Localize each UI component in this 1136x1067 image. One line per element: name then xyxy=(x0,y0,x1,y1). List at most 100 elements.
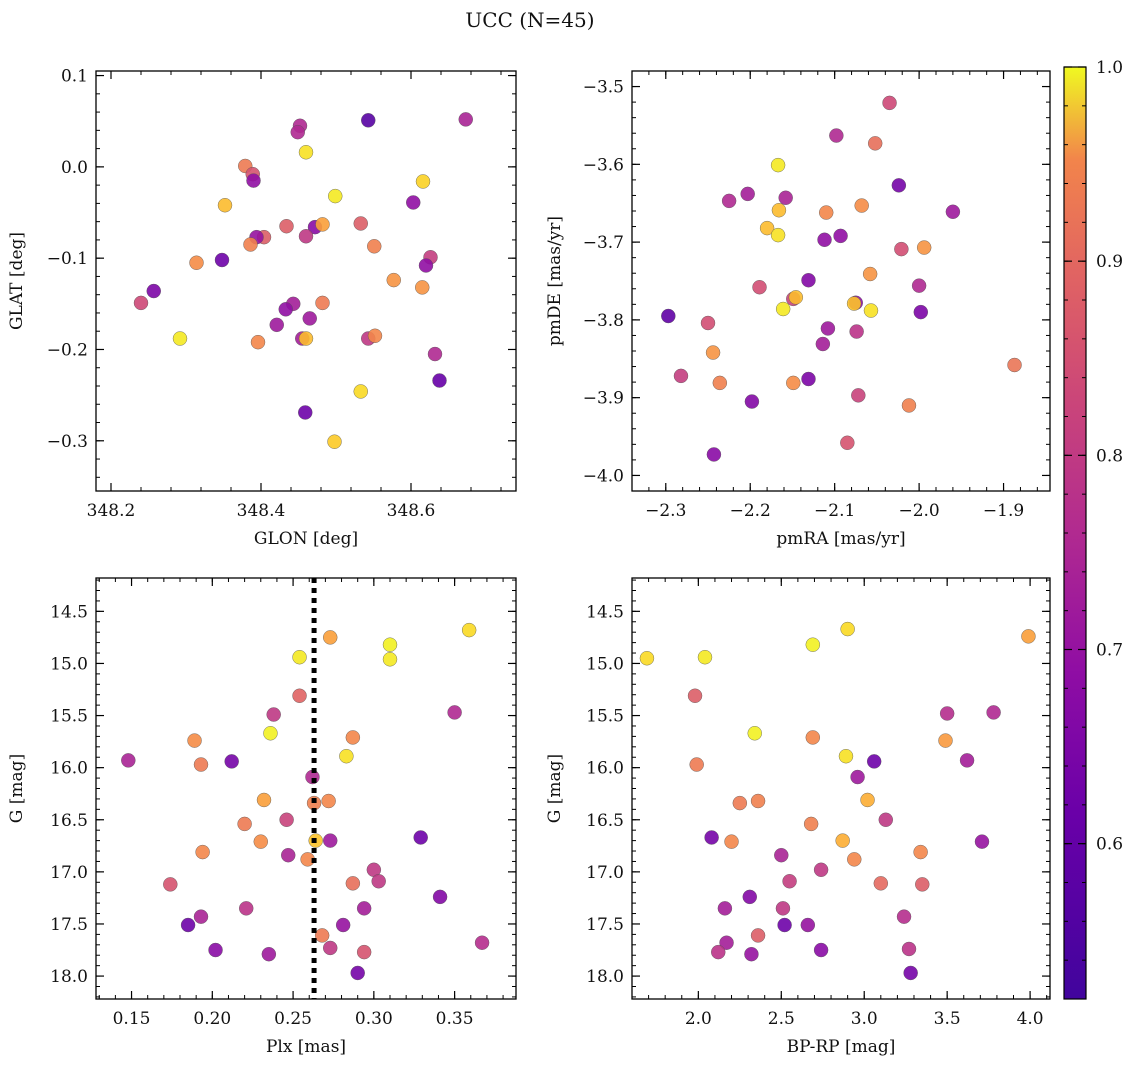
data-point xyxy=(356,901,372,916)
y-tick-label: −3.5 xyxy=(583,78,624,98)
data-point xyxy=(382,637,398,652)
panels: 348.2 348.4 348.6 0.1 0.0 −0.1 −0.2 −0.3 GLON [d… xyxy=(7,67,1051,1057)
data-point xyxy=(458,112,473,127)
data-point xyxy=(432,373,447,388)
data-point xyxy=(882,95,897,111)
data-point xyxy=(939,706,955,721)
data-point xyxy=(263,726,278,741)
data-point xyxy=(302,311,317,326)
x-axis-label: GLON [deg] xyxy=(254,529,358,549)
y-tick-label: 0.0 xyxy=(61,158,88,178)
data-point xyxy=(759,220,775,236)
data-point xyxy=(959,753,975,768)
data-point xyxy=(750,928,766,943)
data-point xyxy=(279,219,294,234)
data-point xyxy=(386,272,401,288)
x-tick-label: −2.2 xyxy=(730,501,771,521)
scatter-points xyxy=(133,112,473,449)
data-point xyxy=(187,733,202,748)
data-point xyxy=(661,308,676,324)
data-point xyxy=(269,317,284,333)
data-point xyxy=(803,816,819,832)
y-tick-label: 17.5 xyxy=(50,915,88,935)
x-tick-label: 348.6 xyxy=(387,501,436,521)
data-point xyxy=(687,688,703,703)
data-point xyxy=(774,847,789,863)
x-tick-label: 0.25 xyxy=(274,1009,312,1029)
y-tick-label: −0.1 xyxy=(47,249,88,269)
data-point xyxy=(328,188,343,204)
data-point xyxy=(315,295,330,311)
data-point xyxy=(850,769,865,785)
data-point xyxy=(750,793,766,809)
data-point xyxy=(986,705,1001,720)
minor-ticks xyxy=(631,578,1050,999)
data-point xyxy=(427,346,443,362)
data-point xyxy=(894,241,909,257)
scatter-points xyxy=(661,95,1022,462)
data-point xyxy=(697,649,713,665)
data-point xyxy=(180,917,196,933)
data-point xyxy=(847,852,862,867)
data-point xyxy=(639,651,655,666)
data-point xyxy=(744,946,759,962)
colorbar-tick-label: 0.9 xyxy=(1096,252,1123,272)
data-point xyxy=(323,630,338,645)
data-point xyxy=(266,707,281,722)
panel-pmra-pmde: −2.3 −2.2 −2.1 −2.0 −1.9 −3.5 −3.6 −3.7 −3.8 −3.9… xyxy=(545,70,1051,549)
data-point xyxy=(292,688,307,703)
x-axis-label: pmRA [mas/yr] xyxy=(776,529,905,549)
data-point xyxy=(1021,629,1036,644)
data-point xyxy=(873,876,889,891)
data-point xyxy=(193,757,209,772)
data-point xyxy=(771,203,787,218)
y-tick-label: 16.5 xyxy=(50,811,88,831)
data-point xyxy=(938,733,953,748)
data-point xyxy=(901,941,917,957)
data-point xyxy=(896,909,912,924)
axes-frame xyxy=(95,577,517,1000)
data-point xyxy=(901,398,917,413)
y-tick-label: 18.0 xyxy=(586,967,624,987)
x-tick-label: 348.2 xyxy=(87,501,136,521)
data-point xyxy=(747,726,762,741)
data-point xyxy=(913,844,928,860)
data-point xyxy=(854,198,869,213)
data-point xyxy=(146,283,161,299)
data-point xyxy=(813,862,829,877)
data-point xyxy=(721,193,737,209)
y-tick-label: 0.1 xyxy=(61,67,88,87)
data-point xyxy=(345,730,361,745)
y-tick-label: 14.5 xyxy=(586,602,624,622)
data-point xyxy=(868,136,883,151)
data-point xyxy=(327,434,342,449)
figure-title: UCC (N=45) xyxy=(465,8,594,32)
data-point xyxy=(415,280,430,295)
y-tick-label: 18.0 xyxy=(50,967,88,987)
data-point xyxy=(911,278,927,293)
colorbar-tick-label: 0.6 xyxy=(1096,835,1123,855)
data-point xyxy=(835,833,850,848)
x-tick-label: −2.1 xyxy=(814,501,855,521)
data-point xyxy=(371,874,386,889)
data-point xyxy=(321,793,336,809)
data-point xyxy=(432,889,448,905)
y-tick-label: 16.0 xyxy=(50,759,88,779)
data-point xyxy=(314,928,330,943)
data-point xyxy=(742,889,757,905)
axes-frame xyxy=(631,577,1051,1000)
x-tick-label: −2.0 xyxy=(898,501,939,521)
data-point xyxy=(214,252,230,268)
data-point xyxy=(345,876,361,891)
minor-ticks xyxy=(96,578,516,999)
y-tick-label: 14.5 xyxy=(50,602,88,622)
data-point xyxy=(840,621,855,637)
data-point xyxy=(193,909,209,924)
data-point xyxy=(778,190,793,205)
panel-plx-g: 0.15 0.20 0.25 0.30 0.35 14.5 15.0 15.5 16.0 16.5… xyxy=(7,577,517,1057)
data-point xyxy=(339,748,354,764)
y-tick-label: −4.0 xyxy=(583,466,624,486)
data-point xyxy=(788,290,804,305)
x-tick-label: 3.0 xyxy=(851,1009,878,1029)
